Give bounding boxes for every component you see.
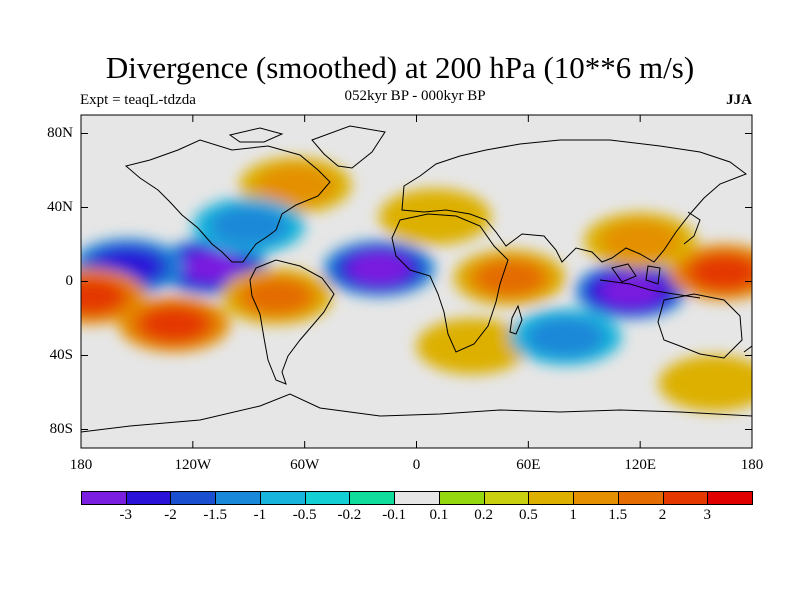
- colorbar-swatch: [483, 491, 530, 505]
- field-blob: [476, 260, 544, 296]
- coastlines: [81, 125, 752, 433]
- plot-title: Divergence (smoothed) at 200 hPa (10**6 …: [105, 50, 695, 85]
- season-label: JJA: [726, 92, 752, 108]
- field-blobs: [81, 157, 752, 412]
- colorbar-label: -0.5: [292, 507, 317, 523]
- colorbar-swatch: [81, 491, 127, 505]
- colorbar-swatch: [438, 491, 485, 505]
- lat-label: 80N: [47, 124, 73, 141]
- field-blob: [140, 306, 208, 342]
- colorbar-swatch: [304, 491, 351, 505]
- lon-label: 120E: [624, 457, 656, 473]
- colorbar-label: 1: [569, 507, 577, 523]
- colorbar-swatch: [259, 491, 306, 505]
- colorbar-label: 0.2: [474, 507, 493, 523]
- colorbar-label: -1.5: [203, 507, 228, 523]
- axis-ticks: [80, 115, 753, 448]
- lon-label: 0: [412, 457, 421, 473]
- field-blob: [526, 317, 605, 357]
- colorbar-label: 1.5: [608, 507, 628, 523]
- colorbar-swatch: [394, 491, 440, 505]
- colorbar-label: 2: [658, 507, 667, 523]
- field-blob: [690, 254, 752, 290]
- lon-label: 60W: [290, 457, 320, 473]
- field-blob: [348, 252, 410, 285]
- field-blob: [601, 220, 680, 261]
- lat-label: 0: [65, 272, 74, 289]
- colorbar-label: -1: [253, 507, 267, 523]
- field-blob: [256, 165, 335, 206]
- colorbar-swatch: [617, 491, 664, 505]
- field-blob: [243, 278, 311, 314]
- field-blob: [433, 326, 512, 367]
- field-blob: [600, 274, 662, 307]
- lat-label: 40N: [47, 198, 73, 215]
- field-blob: [675, 363, 752, 404]
- colorbar-swatch: [215, 491, 261, 505]
- field-blob: [396, 196, 475, 237]
- colorbar-swatch: [573, 491, 619, 505]
- field-blob: [81, 278, 124, 314]
- colorbar-label: -3: [119, 507, 132, 523]
- colorbar-label: -2: [164, 507, 177, 523]
- period-label: 052kyr BP - 000kyr BP: [344, 88, 486, 104]
- experiment-label: Expt = teaqL-tdzda: [80, 92, 196, 108]
- colorbar-label: 3: [703, 507, 712, 523]
- lat-label: 40S: [49, 346, 73, 363]
- lat-label: 80S: [49, 420, 73, 437]
- colorbar-label: -0.2: [337, 507, 362, 523]
- field-blob: [209, 206, 288, 246]
- lon-label: 120W: [174, 457, 212, 473]
- colorbar-label: 0.1: [429, 507, 449, 523]
- divergence-field: [81, 157, 752, 412]
- colorbar-label: -0.1: [382, 507, 406, 523]
- colorbar-swatch: [125, 491, 172, 505]
- colorbar-swatch: [349, 491, 396, 505]
- colorbar-swatch: [707, 491, 753, 505]
- lon-label: 60E: [516, 457, 541, 473]
- colorbar-swatch: [528, 491, 575, 505]
- colorbar-label: 0.5: [518, 507, 538, 523]
- lon-label: 180: [740, 457, 764, 473]
- colorbar-swatch: [662, 491, 709, 505]
- field-blob: [182, 251, 241, 282]
- colorbar-swatch: [170, 491, 217, 505]
- lon-label: 180: [69, 457, 93, 473]
